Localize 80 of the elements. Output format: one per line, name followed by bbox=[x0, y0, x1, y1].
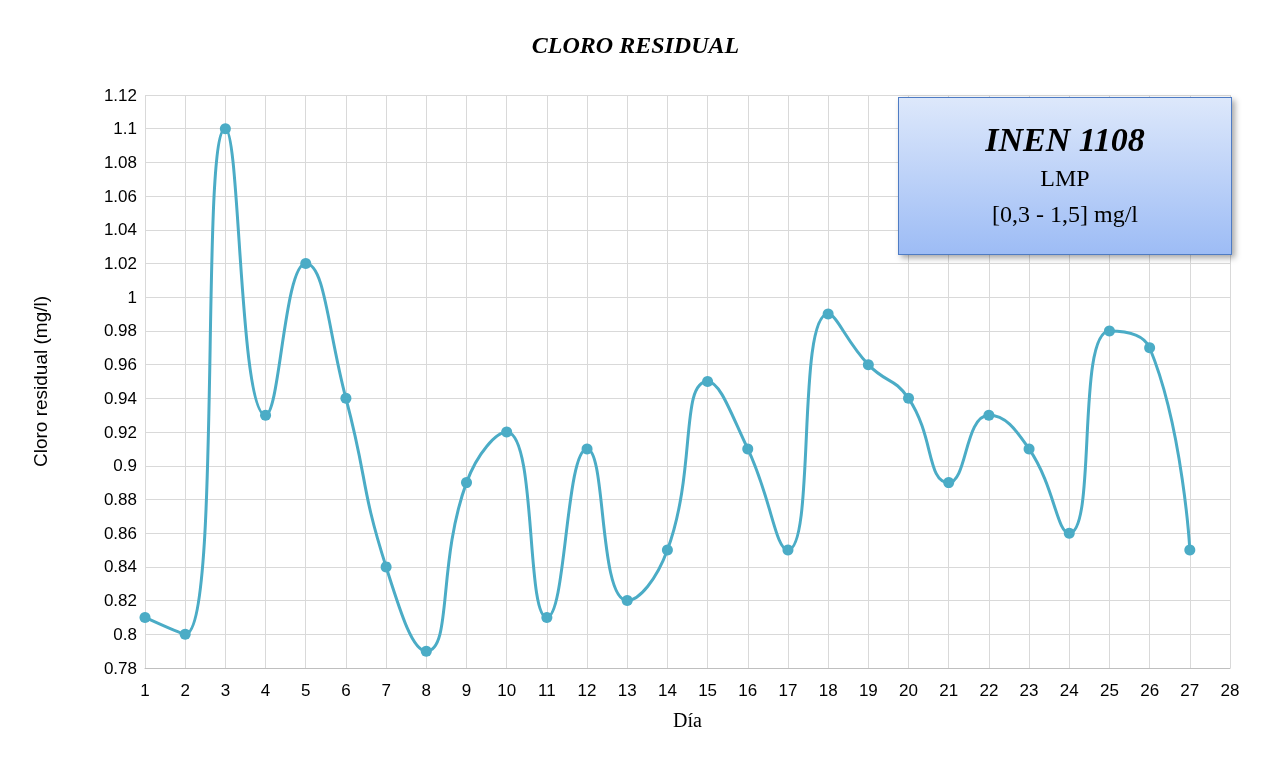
x-tick-label: 28 bbox=[1220, 681, 1240, 700]
x-tick-label: 9 bbox=[461, 681, 472, 700]
y-tick-label: 0.9 bbox=[113, 456, 137, 476]
x-tick-label: 23 bbox=[1019, 681, 1039, 700]
point bbox=[782, 544, 794, 556]
x-tick-label: 8 bbox=[421, 681, 432, 700]
y-tick-label: 1.1 bbox=[113, 119, 137, 139]
y-tick-label: 1.06 bbox=[103, 186, 137, 206]
x-axis-title: Día bbox=[673, 709, 703, 731]
x-tick-label: 18 bbox=[818, 681, 838, 700]
y-tick-label: 0.78 bbox=[103, 658, 137, 678]
y-tick-label: 0.92 bbox=[103, 422, 137, 442]
point bbox=[702, 376, 714, 387]
point bbox=[460, 477, 472, 489]
annotation: [0,3 - 1,5] mg/l bbox=[991, 200, 1139, 229]
y-tick-label: 1.12 bbox=[103, 85, 137, 105]
y-tick-label: 0.98 bbox=[103, 321, 137, 341]
annotation: LMP bbox=[1039, 164, 1091, 193]
point bbox=[581, 443, 593, 455]
x-tick-label: 20 bbox=[899, 681, 918, 700]
y-tick-label: 0.94 bbox=[103, 388, 137, 408]
x-tick-label: 21 bbox=[939, 681, 959, 700]
point bbox=[139, 611, 151, 623]
point bbox=[621, 595, 633, 607]
point bbox=[300, 258, 312, 270]
x-tick-label: 12 bbox=[577, 681, 597, 700]
y-tick-label: 1.02 bbox=[103, 254, 137, 274]
point bbox=[1184, 544, 1196, 556]
x-tick-label: 3 bbox=[220, 681, 231, 700]
point bbox=[1023, 443, 1035, 455]
x-tick-label: 4 bbox=[260, 681, 271, 700]
x-tick-label: 19 bbox=[858, 681, 878, 700]
x-tick-label: 27 bbox=[1180, 681, 1200, 700]
y-tick-label: 0.88 bbox=[103, 489, 137, 509]
point bbox=[742, 443, 754, 455]
point bbox=[1063, 527, 1075, 539]
x-tick-label: 15 bbox=[698, 681, 718, 700]
point bbox=[179, 628, 191, 640]
x-tick-label: 7 bbox=[381, 681, 391, 700]
point bbox=[943, 477, 955, 489]
point bbox=[1144, 342, 1156, 354]
y-tick-label: 0.8 bbox=[113, 624, 137, 644]
x-tick-label: 13 bbox=[617, 681, 637, 700]
y-tick-label: 0.84 bbox=[103, 557, 137, 577]
y-tick-label: 1.04 bbox=[103, 220, 137, 240]
point bbox=[260, 409, 272, 421]
note-box: INEN 1108 LMP [0,3 - 1,5] mg/l bbox=[898, 97, 1232, 255]
point bbox=[501, 426, 513, 438]
x-tick-label: 11 bbox=[538, 681, 556, 700]
x-tick-label: 5 bbox=[301, 681, 311, 700]
point bbox=[380, 561, 392, 573]
chart-title: CLORO RESIDUAL bbox=[531, 32, 740, 58]
x-tick-label: 26 bbox=[1140, 681, 1160, 700]
y-axis-title: Cloro residual (mg/l) bbox=[30, 295, 51, 468]
point bbox=[420, 645, 432, 657]
x-tick-label: 17 bbox=[778, 681, 798, 700]
point bbox=[661, 544, 673, 556]
point bbox=[340, 392, 352, 404]
y-tick-label: 0.86 bbox=[103, 523, 137, 543]
point bbox=[219, 123, 231, 135]
x-tick-label: 10 bbox=[497, 681, 517, 700]
point bbox=[541, 611, 553, 623]
y-tick-label: 0.96 bbox=[103, 355, 137, 375]
x-tick-label: 1 bbox=[140, 681, 150, 700]
x-tick-label: 25 bbox=[1099, 681, 1119, 700]
y-tick-label: 0.82 bbox=[103, 591, 137, 611]
point bbox=[1103, 325, 1115, 337]
annotation: INEN 1108 bbox=[984, 120, 1146, 160]
x-tick-label: 6 bbox=[341, 681, 351, 700]
x-tick-label: 14 bbox=[657, 681, 677, 700]
point bbox=[822, 308, 834, 320]
point bbox=[903, 392, 915, 404]
x-tick-label: 24 bbox=[1059, 681, 1079, 700]
y-tick-label: 1 bbox=[127, 287, 137, 307]
x-tick-label: 22 bbox=[979, 681, 999, 700]
y-tick-label: 1.08 bbox=[103, 152, 137, 172]
point bbox=[862, 359, 874, 371]
point bbox=[983, 409, 995, 421]
x-tick-label: 16 bbox=[738, 681, 758, 700]
x-tick-label: 2 bbox=[180, 681, 190, 700]
